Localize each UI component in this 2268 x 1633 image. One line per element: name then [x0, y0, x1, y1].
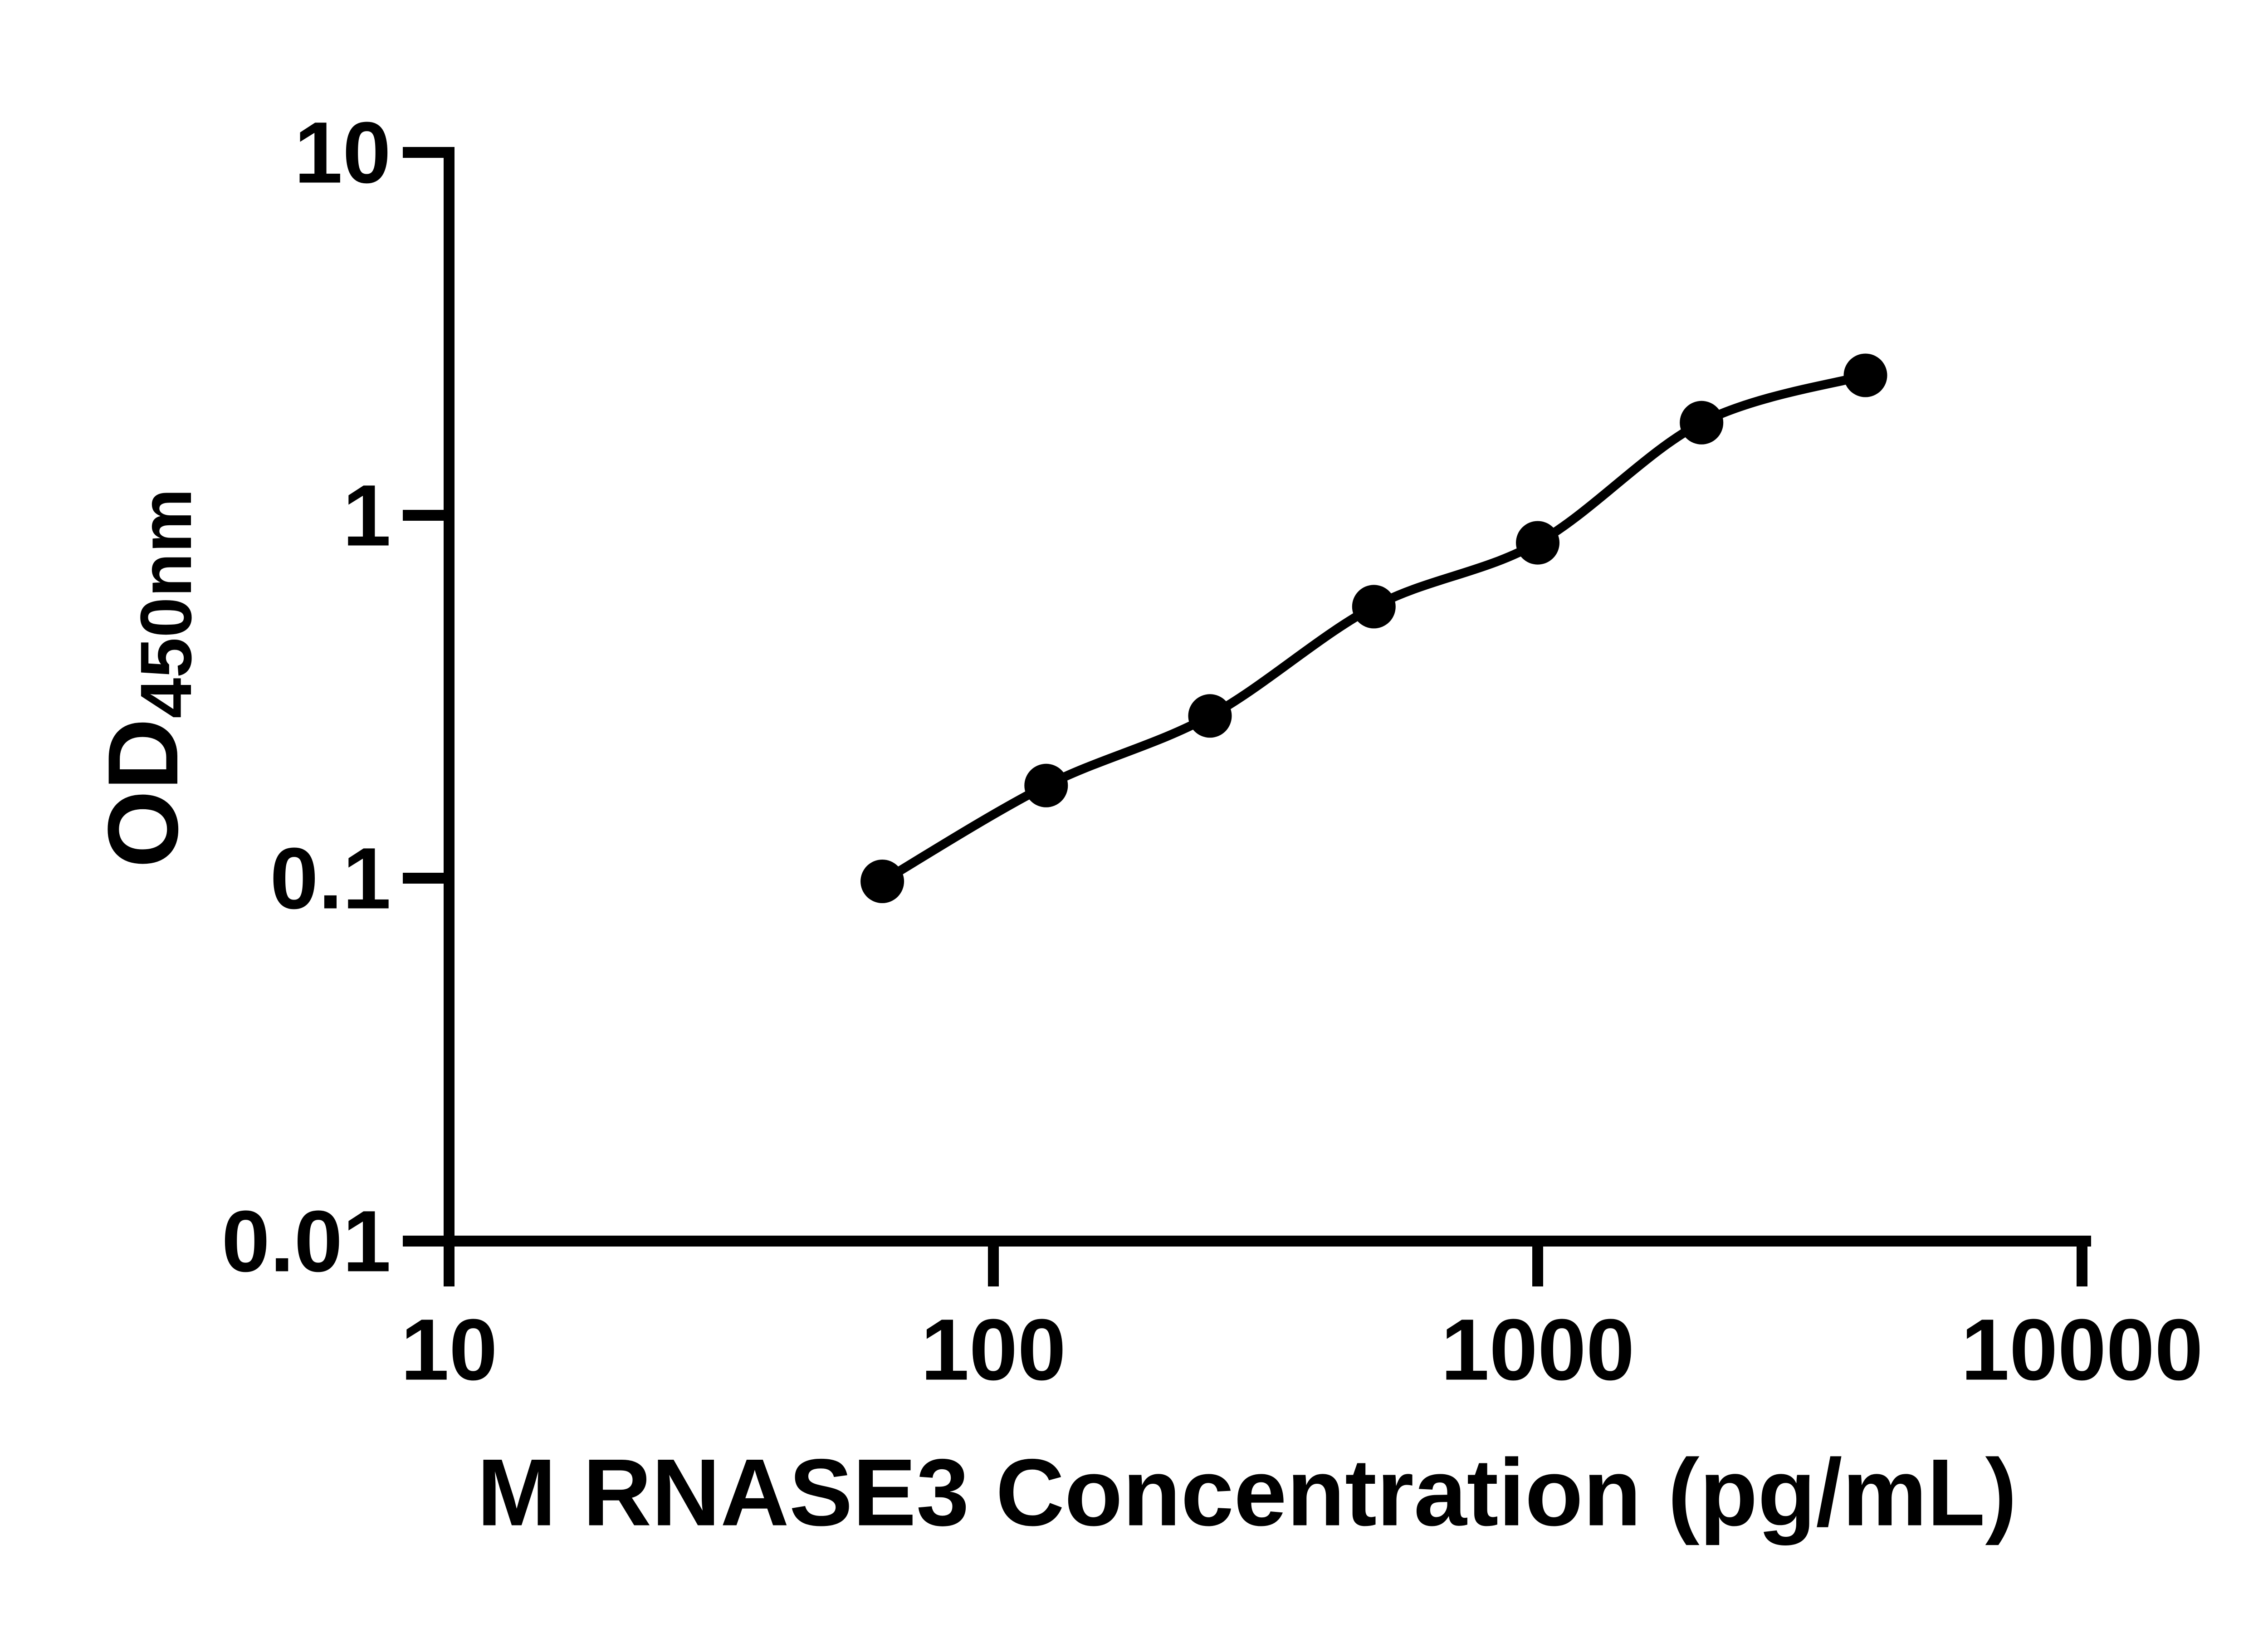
data-point	[1352, 585, 1396, 629]
x-axis-title: M RNASE3 Concentration (pg/mL)	[477, 1439, 2017, 1546]
data-point	[1843, 353, 1887, 397]
x-axis-tick-labels: 10 100 1000 10000	[401, 1301, 2203, 1398]
x-axis-tick-label: 100	[921, 1301, 1066, 1398]
y-axis-title-subscript: 450nm	[125, 489, 206, 719]
y-axis-tick-label: 0.01	[221, 1193, 391, 1290]
y-axis-title-main: OD	[87, 718, 199, 868]
data-point	[1680, 401, 1724, 445]
y-axis-tick-label: 1	[342, 467, 391, 564]
x-axis-tick-label: 10000	[1961, 1301, 2203, 1398]
data-point	[1188, 694, 1232, 738]
y-axis-title: OD450nm	[87, 489, 206, 868]
data-point	[1024, 763, 1068, 807]
y-axis-tick-label: 10	[294, 104, 391, 201]
y-axis-tick-labels: 10 1 0.1 0.01	[221, 104, 391, 1290]
data-point	[860, 860, 904, 903]
data-point	[1516, 521, 1559, 565]
data-point-markers	[860, 353, 1887, 903]
x-axis-tick-label: 1000	[1441, 1301, 1634, 1398]
x-axis-ticks	[444, 1236, 2087, 1286]
x-axis-tick-label: 10	[401, 1301, 498, 1398]
y-axis-tick-label: 0.1	[270, 830, 391, 927]
